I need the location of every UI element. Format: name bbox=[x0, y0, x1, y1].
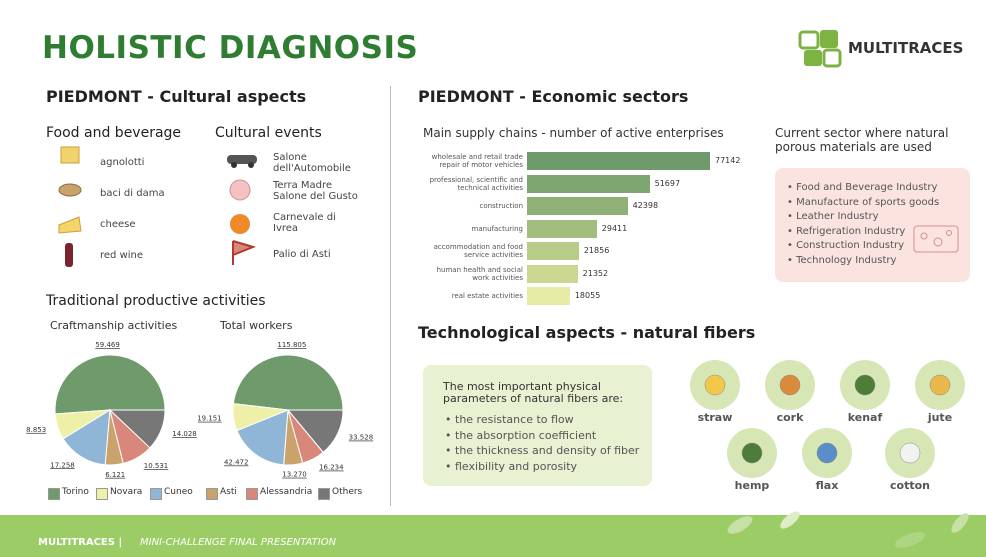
bar bbox=[527, 287, 570, 305]
bar-value: 42398 bbox=[633, 201, 658, 210]
legend-swatch bbox=[318, 488, 330, 500]
pie-value-label: 14.028 bbox=[172, 430, 197, 438]
bar-label: accommodation and food service activitie… bbox=[413, 243, 523, 259]
slide: HOLISTIC DIAGNOSIS MULTITRACES PIEDMONT … bbox=[0, 0, 986, 557]
bar bbox=[527, 220, 597, 238]
bar bbox=[527, 265, 578, 283]
bar-label: manufacturing bbox=[413, 225, 523, 233]
bar-value: 18055 bbox=[575, 291, 600, 300]
fiber-label: cotton bbox=[890, 479, 930, 492]
pie-value-label: 42.472 bbox=[224, 458, 249, 466]
bar-label: construction bbox=[413, 202, 523, 210]
pie-value-label: 8.853 bbox=[26, 426, 46, 434]
fiber-label: jute bbox=[927, 411, 952, 424]
bar-value: 29411 bbox=[602, 224, 627, 233]
pie-value-label: 16.234 bbox=[319, 464, 344, 472]
fiber-icon bbox=[742, 443, 762, 463]
legend-label: Asti bbox=[220, 487, 237, 497]
fiber-icon bbox=[900, 443, 920, 463]
fiber-icon bbox=[855, 375, 875, 395]
pie: 59.469 8.853 17.258 6.121 10.531 14.028 bbox=[20, 330, 200, 490]
pie-value-label: 13.270 bbox=[282, 471, 307, 479]
fiber-icon bbox=[780, 375, 800, 395]
pie-value-label: 17.258 bbox=[50, 461, 75, 469]
bar-label: real estate activities bbox=[413, 292, 523, 300]
bar-label: professional, scientific and technical a… bbox=[413, 176, 523, 192]
pie-value-label: 33.528 bbox=[349, 434, 374, 442]
bar-value: 51697 bbox=[655, 179, 680, 188]
legend-label: Alessandria bbox=[260, 487, 312, 497]
pie-value-label: 19.151 bbox=[198, 415, 222, 423]
pie-value-label: 115.805 bbox=[277, 341, 306, 349]
pie: 115.805 19.151 42.472 13.270 16.234 33.528 bbox=[198, 330, 378, 490]
bar-value: 21352 bbox=[583, 269, 608, 278]
bar bbox=[527, 152, 710, 170]
fiber-icon bbox=[817, 443, 837, 463]
legend-label: Torino bbox=[62, 487, 89, 497]
fiber-label: cork bbox=[777, 411, 805, 424]
fiber-label: kenaf bbox=[848, 411, 883, 424]
legend-swatch bbox=[150, 488, 162, 500]
fiber-label: hemp bbox=[735, 479, 770, 492]
legend-swatch bbox=[246, 488, 258, 500]
legend-swatch bbox=[206, 488, 218, 500]
pie-value-label: 10.531 bbox=[144, 462, 169, 470]
legend-swatch bbox=[96, 488, 108, 500]
bar bbox=[527, 242, 579, 260]
legend-label: Novara bbox=[110, 487, 142, 497]
pie-slice bbox=[233, 355, 343, 410]
bar bbox=[527, 175, 650, 193]
legend-swatch bbox=[48, 488, 60, 500]
fiber-label: straw bbox=[698, 411, 733, 424]
fiber-icon bbox=[930, 375, 950, 395]
pie-value-label: 6.121 bbox=[105, 471, 125, 479]
fiber-label: flax bbox=[816, 479, 839, 492]
pie-slice bbox=[55, 355, 165, 414]
bar-label: wholesale and retail trade repair of mot… bbox=[413, 153, 523, 169]
bar-value: 21856 bbox=[584, 246, 609, 255]
bar bbox=[527, 197, 628, 215]
legend-label: Others bbox=[332, 487, 362, 497]
pie-value-label: 59.469 bbox=[95, 341, 120, 349]
fiber-icon bbox=[705, 375, 725, 395]
bar-value: 77142 bbox=[715, 156, 740, 165]
legend-label: Cuneo bbox=[164, 487, 193, 497]
bar-label: human health and social work activities bbox=[413, 266, 523, 282]
